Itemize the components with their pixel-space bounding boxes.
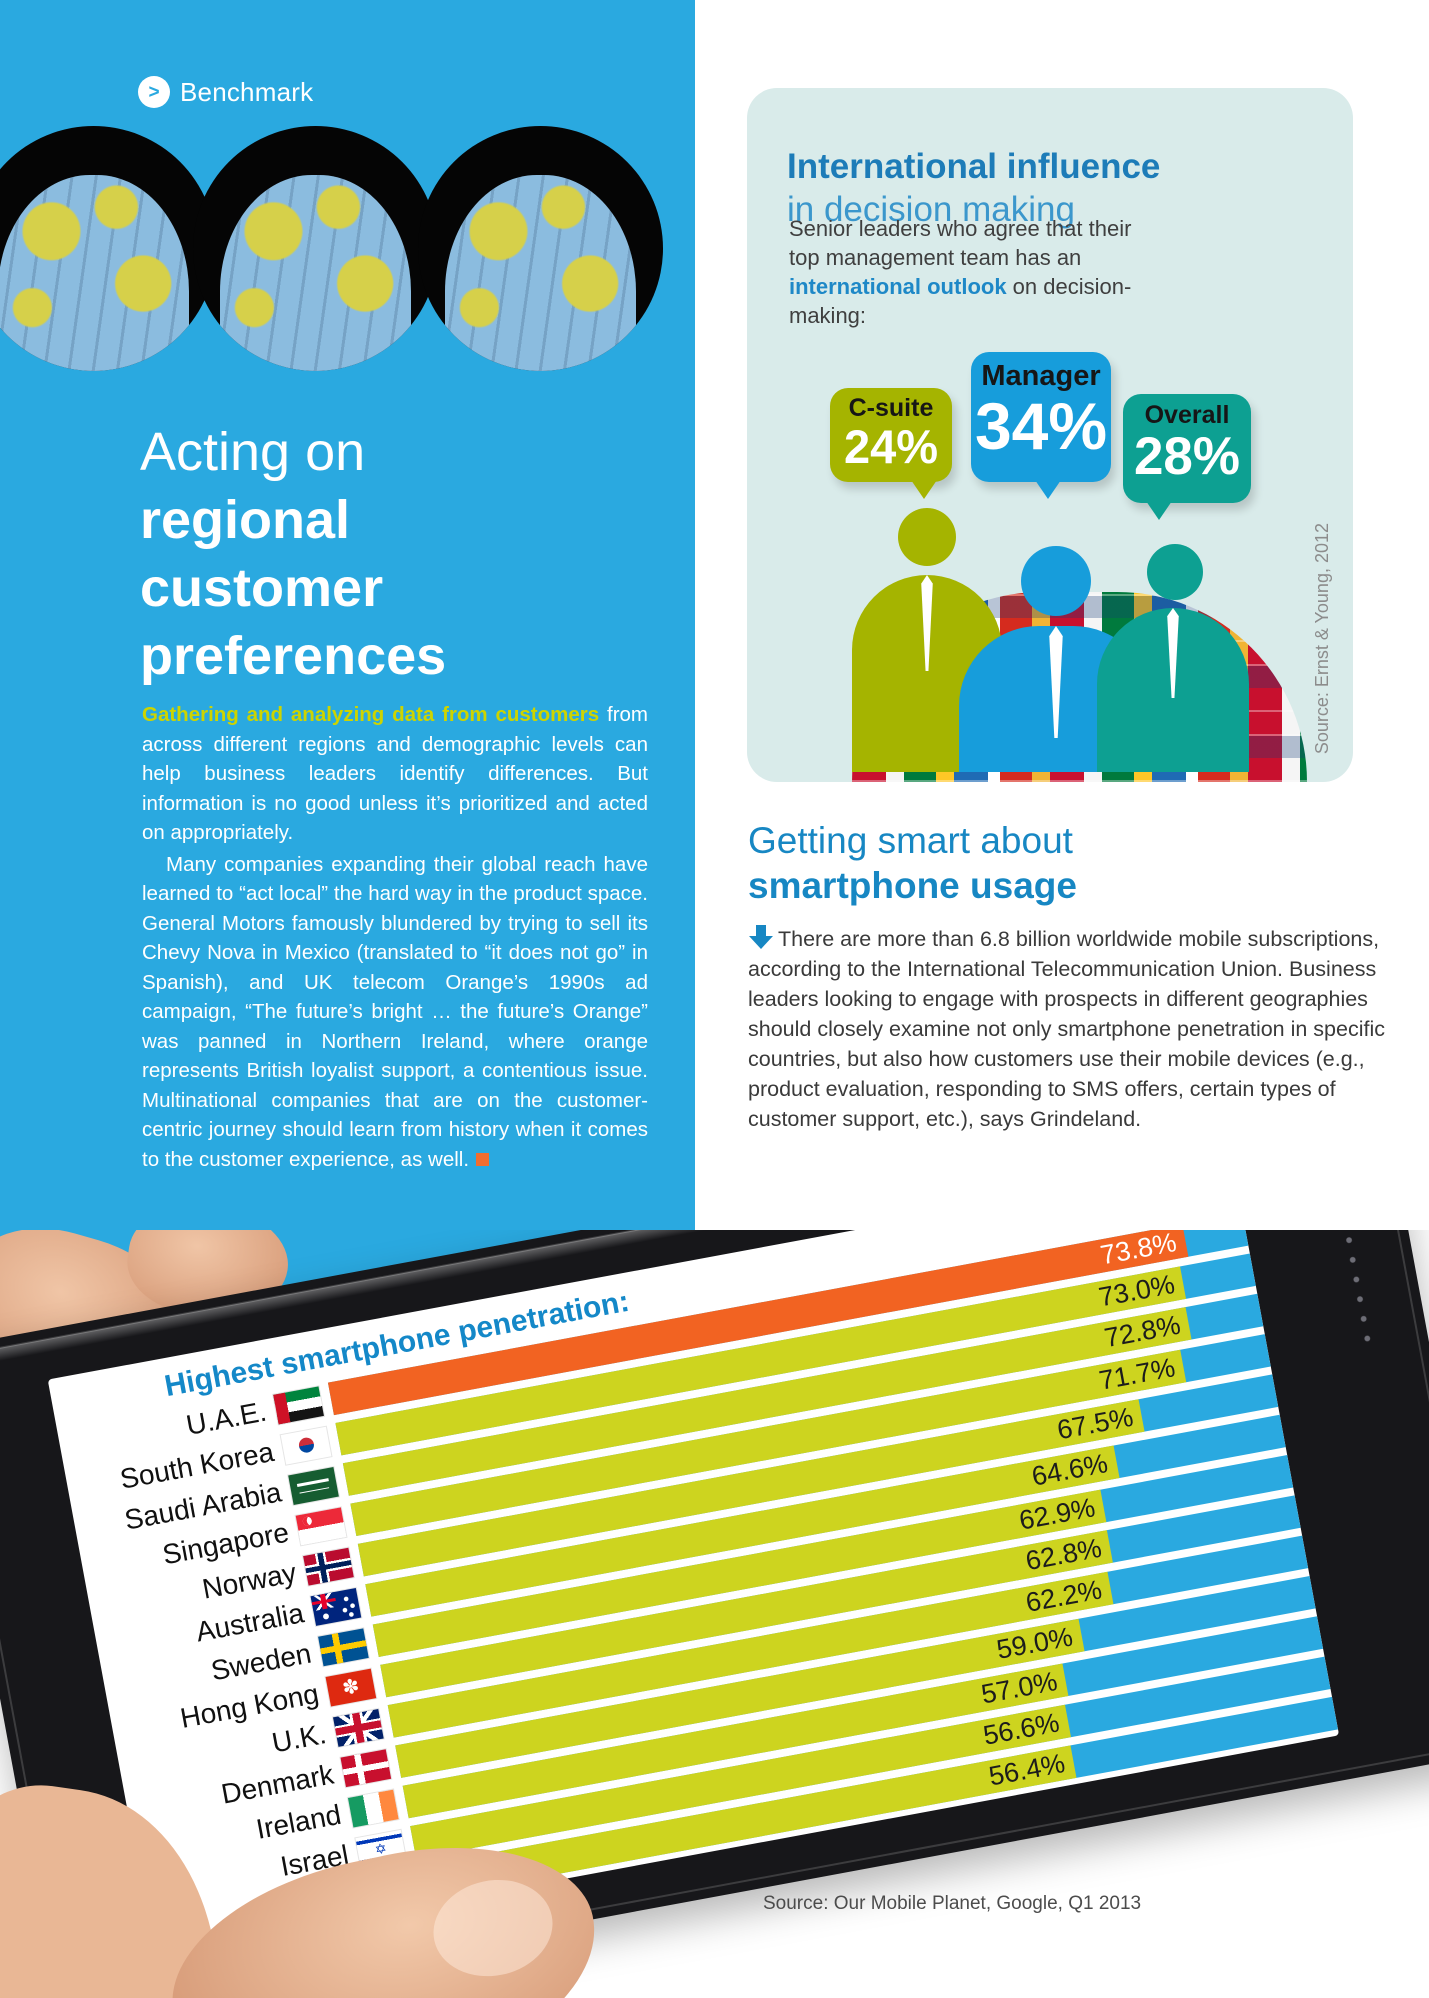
painted-hands-image [444,175,637,371]
getting-smart-paragraph: There are more than 6.8 billion worldwid… [748,925,1386,1131]
bubble-tail [1035,480,1062,499]
article-lead-in: Gathering and analyzing data from custom… [142,703,600,726]
penetration-rows: U.A.E. 73.8% South Korea 73.0% Saudi Arabia 7… [71,1230,1339,1946]
end-of-article-square-icon [476,1152,490,1166]
bubble-label: Overall [1144,401,1230,429]
flag-irl-icon [347,1789,399,1827]
smartphone-device: Highest smartphone penetration: U.A.E. 73… [0,1230,1429,1998]
c-suite-bubble: C-suite 24% [830,388,952,499]
overall-bubble: Overall 28% [1123,394,1251,520]
head [898,508,956,566]
penetration-value: 59.0% [994,1621,1076,1665]
bubble-tail [1146,501,1173,520]
hands-world-photo [193,126,438,371]
flag-nor-icon [303,1547,354,1586]
flag-aus-icon [310,1587,362,1626]
flag-gbr-icon [332,1708,384,1747]
phone-photo: Highest smartphone penetration: U.A.E. 73… [0,1230,1429,1998]
influence-box-title: International influence in decision maki… [787,147,1161,230]
penetration-value: 56.4% [986,1748,1068,1792]
flag-dnk-icon [340,1748,392,1787]
left-blue-panel: > Benchmark Acting on regional customer … [0,0,695,1330]
bubble-tail [910,480,937,499]
smartphone-screen: Highest smartphone penetration: U.A.E. 73… [47,1230,1340,1955]
penetration-value: 57.0% [978,1666,1060,1710]
manager-bubble: Manager 34% [971,352,1111,499]
bubble-label: Manager [981,360,1101,392]
penetration-value: 73.0% [1096,1268,1178,1313]
bubble-value: 24% [843,420,939,473]
bubble-value: 28% [1133,427,1241,486]
chevron-arrow-icon: > [138,76,170,108]
brand-label: Benchmark [180,76,314,107]
article-paragraph-2: Many companies expanding their global re… [142,852,648,1171]
hands-world-photo [0,126,216,371]
bubble-label: C-suite [848,394,934,422]
painted-hands-image [0,175,190,371]
torso [1097,608,1249,772]
penetration-value: 73.8% [1098,1230,1179,1271]
flag-sau-icon [288,1466,339,1505]
page-title: Acting on regional customer preferences [140,418,446,690]
tie-icon [1049,626,1063,738]
penetration-value: 64.6% [1029,1448,1111,1492]
penetration-value: 72.8% [1102,1309,1183,1354]
title-line: customer [140,558,384,619]
painted-hands-image [219,175,412,371]
head [1147,544,1203,600]
article-paragraph-1: Gathering and analyzing data from custom… [142,703,648,844]
penetration-value: 62.2% [1023,1574,1105,1618]
penetration-value: 71.7% [1096,1352,1178,1396]
head [1021,546,1091,616]
tie-icon [921,575,933,671]
flag-kor-icon [280,1426,332,1465]
penetration-value: 67.5% [1054,1401,1136,1446]
tie-icon [1167,608,1179,698]
benchmark-brand: > Benchmark [138,76,313,108]
title-line: regional [140,490,351,551]
penetration-value: 62.9% [1016,1492,1098,1536]
article-body: Gathering and analyzing data from custom… [142,700,648,1174]
speaker-grille-icon [1324,1230,1377,1350]
international-influence-box: International influence in decision maki… [747,88,1353,782]
influence-box-intro: Senior leaders who agree that their top … [789,216,1132,328]
flag-swe-icon [317,1627,369,1666]
bubble-value: 34% [974,389,1108,463]
flag-hkg-icon [325,1668,377,1707]
flag-sin-icon [295,1506,347,1545]
down-arrow-icon [748,925,774,949]
getting-smart-section: Getting smart about smartphone usage Ther… [748,818,1398,1134]
getting-smart-title: Getting smart about smartphone usage [748,820,1077,906]
influence-source-note: Source: Ernst & Young, 2012 [1312,522,1332,754]
flag-uae-icon [273,1385,324,1424]
penetration-source-note: Source: Our Mobile Planet, Google, Q1 20… [763,1893,1142,1914]
title-line: preferences [140,626,447,687]
title-line: Acting on [140,422,366,483]
penetration-value: 62.8% [1023,1532,1105,1577]
hands-world-photo [418,126,663,371]
penetration-value: 56.6% [980,1707,1062,1751]
